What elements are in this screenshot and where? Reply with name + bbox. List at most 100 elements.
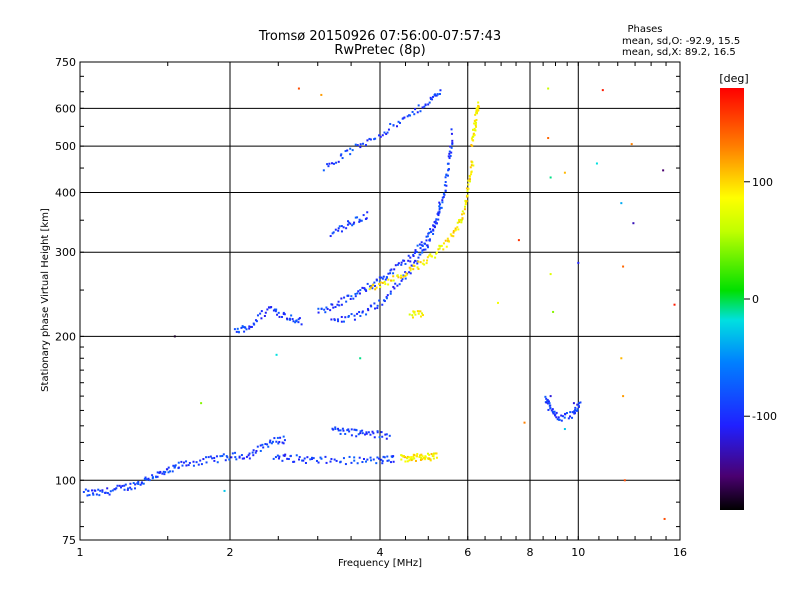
data-point xyxy=(273,437,276,440)
data-point xyxy=(369,138,372,141)
data-point xyxy=(358,220,361,223)
data-point xyxy=(127,487,130,490)
data-point xyxy=(428,238,431,241)
data-point xyxy=(547,408,550,411)
data-point xyxy=(427,246,430,249)
data-point xyxy=(471,144,474,147)
data-point xyxy=(436,93,439,96)
x-tick-label: 10 xyxy=(571,546,585,559)
data-point xyxy=(369,433,372,436)
data-point xyxy=(470,171,473,174)
data-point xyxy=(409,457,412,460)
data-point xyxy=(439,203,442,206)
data-point xyxy=(252,449,255,452)
data-point xyxy=(152,476,155,479)
data-point xyxy=(450,146,453,149)
data-point xyxy=(114,488,117,491)
data-point xyxy=(378,299,381,302)
data-point xyxy=(422,456,425,459)
data-point xyxy=(336,318,339,321)
x-tick-label: 1 xyxy=(77,546,84,559)
data-point xyxy=(442,248,445,251)
data-point xyxy=(620,357,623,360)
data-point xyxy=(416,266,419,269)
data-point xyxy=(352,223,355,226)
data-point xyxy=(400,263,403,266)
data-point xyxy=(368,288,371,291)
data-point xyxy=(275,308,278,311)
data-point xyxy=(557,416,560,419)
data-point xyxy=(109,490,112,493)
data-point xyxy=(412,455,415,458)
data-point xyxy=(147,477,150,480)
data-point xyxy=(457,219,460,222)
data-point xyxy=(248,452,251,455)
data-point xyxy=(353,428,356,431)
data-point xyxy=(595,162,598,165)
data-point xyxy=(413,457,416,460)
data-point xyxy=(472,139,475,142)
data-point xyxy=(435,218,438,221)
data-point xyxy=(662,169,665,172)
data-point xyxy=(192,460,195,463)
data-point xyxy=(456,226,459,229)
data-point xyxy=(573,411,576,414)
data-point xyxy=(272,457,275,460)
data-point xyxy=(435,94,438,97)
data-point xyxy=(213,459,216,462)
data-point xyxy=(414,459,417,462)
data-point xyxy=(185,464,188,467)
data-point xyxy=(383,131,386,134)
data-point xyxy=(298,458,301,461)
data-point xyxy=(269,439,272,442)
data-point xyxy=(256,314,259,317)
data-point xyxy=(551,408,554,411)
data-point xyxy=(349,153,352,156)
data-point xyxy=(378,276,381,279)
data-point xyxy=(326,307,329,310)
data-point xyxy=(332,428,335,431)
data-point xyxy=(156,475,159,478)
data-point xyxy=(402,274,405,277)
data-point xyxy=(381,435,384,438)
data-point xyxy=(347,294,350,297)
data-point xyxy=(419,458,422,461)
data-point xyxy=(464,201,467,204)
data-point xyxy=(571,416,574,419)
data-point xyxy=(334,428,337,431)
data-point xyxy=(413,261,416,264)
data-point xyxy=(376,456,379,459)
data-point xyxy=(422,259,425,262)
data-point xyxy=(343,296,346,299)
data-point xyxy=(440,206,443,209)
data-point xyxy=(374,307,377,310)
data-point xyxy=(474,121,477,124)
data-point xyxy=(174,464,177,467)
data-point xyxy=(359,219,362,222)
data-point xyxy=(393,287,396,290)
data-point xyxy=(428,231,431,234)
data-point xyxy=(380,276,383,279)
data-point xyxy=(424,458,427,461)
data-point xyxy=(349,222,352,225)
data-point xyxy=(331,162,334,165)
data-point xyxy=(560,414,563,417)
data-point xyxy=(397,262,400,265)
data-point xyxy=(362,142,365,145)
data-point xyxy=(99,489,102,492)
data-point xyxy=(442,192,445,195)
y-axis-ticks: 75 100 200 300 400 500 600 750 xyxy=(55,56,680,547)
data-point xyxy=(404,456,407,459)
data-point xyxy=(404,277,407,280)
data-point xyxy=(332,162,335,165)
data-point xyxy=(240,326,243,329)
data-point xyxy=(430,453,433,456)
data-point xyxy=(275,353,278,356)
data-point xyxy=(275,440,278,443)
data-point xyxy=(325,306,328,309)
data-point xyxy=(553,410,556,413)
data-point xyxy=(381,462,384,465)
data-point xyxy=(354,216,357,219)
data-point xyxy=(404,274,407,277)
data-point xyxy=(271,440,274,443)
